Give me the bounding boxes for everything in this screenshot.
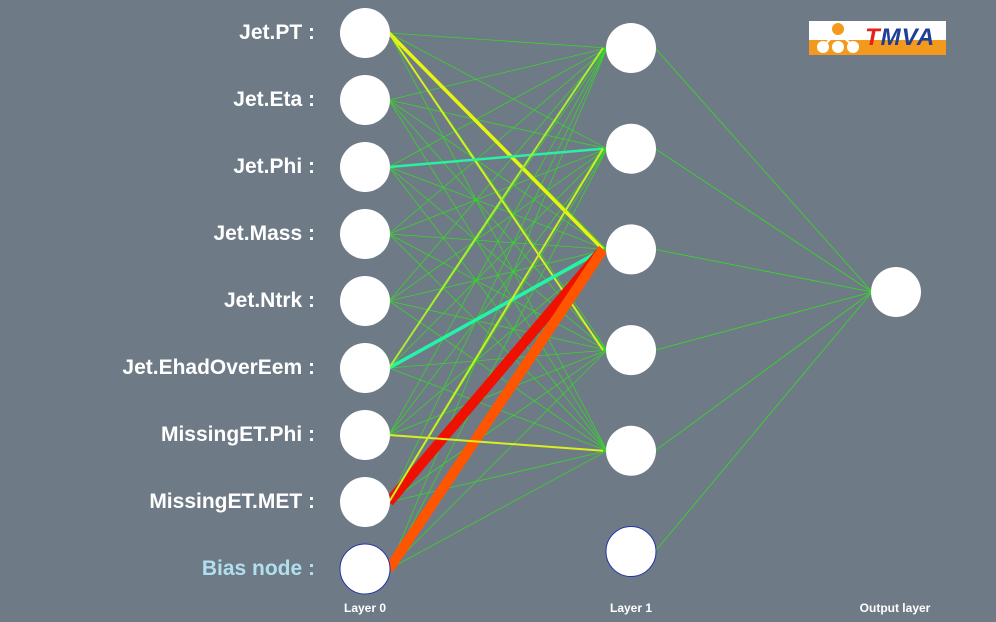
strong-connection-3 — [388, 247, 604, 370]
strong-connection-4 — [385, 246, 607, 506]
input-node-6 — [340, 410, 390, 460]
logo-band — [809, 40, 946, 55]
input-label: Jet.Ntrk : — [223, 289, 315, 312]
connection-8-1 — [388, 148, 608, 570]
input-node-5 — [340, 343, 390, 393]
input-label: MissingET.Phi : — [160, 423, 315, 446]
nodes — [339, 8, 921, 595]
connection-6-1 — [388, 148, 608, 436]
output-node — [871, 267, 921, 317]
input-node-4 — [340, 276, 390, 326]
connection-4-1 — [388, 148, 608, 302]
strong-connections — [384, 31, 608, 572]
strong-connection-5 — [384, 246, 608, 572]
strong-connection-7 — [388, 47, 604, 369]
input-label: Jet.Eta : — [233, 88, 315, 111]
strong-connection-6 — [388, 434, 604, 452]
input-node-1 — [340, 75, 390, 125]
layer-1-label: Layer 1 — [609, 601, 653, 615]
connection-0-1 — [388, 32, 608, 150]
connection-8-4 — [388, 450, 608, 570]
connection-7-0 — [388, 47, 608, 503]
connection-2-0 — [388, 47, 608, 168]
logo-letters-mva: MVA — [880, 24, 936, 51]
hidden-node-0 — [606, 23, 656, 73]
connection-7-4 — [388, 450, 608, 503]
strong-connection-2 — [388, 147, 604, 169]
input-node-0 — [340, 8, 390, 58]
connection-1-1 — [388, 99, 608, 150]
connection-6-0 — [388, 47, 608, 436]
output-layer-label: Output layer — [859, 601, 931, 615]
tmva-logo: TMVA — [809, 21, 946, 55]
logo-nodes-icon — [817, 23, 859, 53]
input-label: Jet.EhadOverEem : — [122, 356, 315, 379]
logo-letter-t: T — [865, 24, 881, 51]
input-label: MissingET.MET : — [149, 490, 315, 513]
connections — [388, 32, 873, 570]
hidden-node-3 — [606, 325, 656, 376]
output-connection-1 — [654, 148, 873, 293]
input-label: Jet.Phi : — [233, 155, 315, 178]
connection-0-0 — [388, 32, 608, 49]
output-connection-3 — [654, 291, 873, 351]
hidden-bias-node — [605, 526, 657, 577]
hidden-node-1 — [606, 123, 656, 174]
logo-wordmark: TMVA — [865, 25, 935, 51]
output-connection-4 — [654, 291, 873, 452]
connection-7-3 — [388, 349, 608, 503]
input-node-2 — [340, 142, 390, 192]
bias-node-label: Bias node : — [201, 557, 315, 580]
input-node-3 — [340, 209, 390, 259]
connection-3-1 — [388, 148, 608, 235]
input-node-7 — [340, 477, 390, 527]
connection-4-0 — [388, 47, 608, 302]
hidden-node-4 — [606, 425, 656, 476]
input-label: Jet.Mass : — [213, 222, 315, 245]
output-connection-5 — [654, 291, 873, 552]
connection-8-3 — [388, 349, 608, 570]
connection-1-0 — [388, 47, 608, 101]
hidden-node-2 — [606, 224, 656, 275]
output-connection-2 — [654, 249, 873, 293]
bias-node — [339, 543, 391, 595]
strong-connection-0 — [387, 31, 605, 251]
strong-connection-8 — [388, 148, 604, 503]
output-connection-0 — [654, 47, 873, 293]
connection-5-1 — [388, 148, 608, 369]
input-label: Jet.PT : — [239, 21, 315, 44]
connection-6-3 — [388, 349, 608, 436]
layer-0-label: Layer 0 — [343, 601, 387, 615]
